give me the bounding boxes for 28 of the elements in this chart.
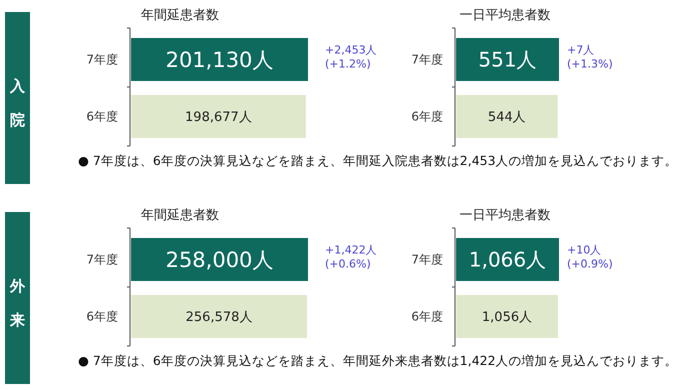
chart-title: 年間延患者数 [141,208,219,223]
chart-title: 年間延患者数 [141,8,219,23]
data-label: 201,130人 [166,48,274,72]
data-label: 198,677人 [185,110,252,126]
text: +2,453人 (+1.2%) [325,44,377,70]
y-tick-label: 6年度 [86,110,118,124]
data-label: 1,056人 [482,310,532,326]
text: 外来 [9,277,26,329]
text: +1,422人 (+0.6%) [325,244,377,270]
data-label: 551人 [478,48,537,72]
data-label: 1,066人 [468,248,546,272]
text: 入院 [9,77,26,129]
y-tick-label: 6年度 [411,110,443,124]
text: ● 7年度は、6年度の決算見込などを踏まえ、年間延入院患者数は2,453人の増加を見込んでおります。 [78,153,678,168]
text: ● 7年度は、6年度の決算見込などを踏まえ、年間延外来患者数は1,422人の増加を見込んでおります。 [78,353,678,368]
text: +7人 (+1.3%) [567,44,613,70]
chart-title: 一日平均患者数 [460,8,550,23]
text: +10人 (+0.9%) [567,244,613,270]
y-tick-label: 7年度 [86,52,118,66]
y-tick-label: 6年度 [86,310,118,324]
y-tick-label: 6年度 [411,310,443,324]
chart-title: 一日平均患者数 [460,208,550,223]
y-tick-label: 7年度 [411,252,443,266]
y-tick-label: 7年度 [411,52,443,66]
data-label: 258,000人 [166,248,274,272]
data-label: 256,578人 [186,310,252,326]
y-tick-label: 7年度 [86,252,118,266]
data-label: 544人 [488,110,526,126]
